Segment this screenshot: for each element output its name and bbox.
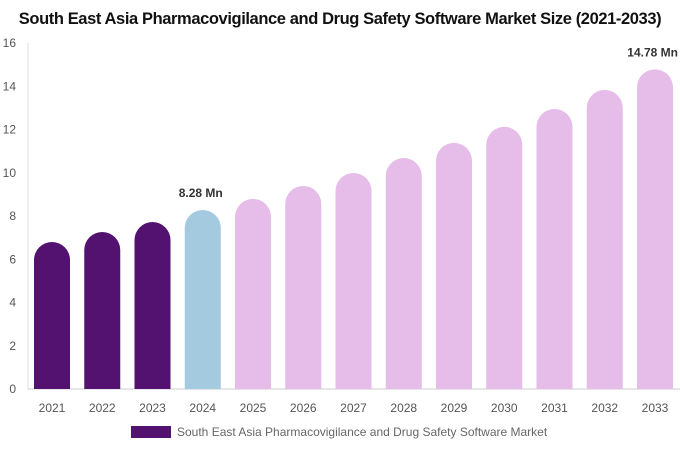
bar-2027 [335,172,372,389]
bar-2023 [134,222,171,389]
x-tick-label: 2032 [591,401,618,415]
y-tick-label: 16 [3,36,17,50]
x-tick-label: 2026 [290,401,317,415]
legend-swatch [131,426,171,438]
chart-title: South East Asia Pharmacovigilance and Dr… [18,10,662,28]
x-tick-label: 2025 [240,401,267,415]
bar-2026 [285,185,322,389]
y-tick-label: 10 [3,166,17,180]
x-tick-label: 2029 [441,401,468,415]
legend: South East Asia Pharmacovigilance and Dr… [131,425,547,439]
legend-label: South East Asia Pharmacovigilance and Dr… [177,425,548,439]
y-tick-label: 12 [3,123,17,137]
y-tick-label: 8 [9,209,16,223]
x-tick-label: 2021 [39,401,66,415]
data-label-2024: 8.28 Mn [179,186,223,200]
bar-2031 [536,108,573,390]
x-tick-label: 2023 [139,401,166,415]
bar-2024 [184,209,221,389]
bar-2025 [235,198,271,389]
bar-2032 [586,89,623,390]
x-tick-label: 2028 [390,401,417,415]
bar-2033 [637,69,673,389]
x-tick-label: 2031 [541,401,568,415]
y-tick-label: 6 [9,252,16,266]
x-tick-label: 2024 [189,401,216,415]
bar-2030 [486,126,523,389]
bar-2028 [385,158,422,389]
x-tick-label: 2027 [340,401,367,415]
bar-2021 [34,241,70,389]
y-tick-label: 2 [9,339,16,353]
x-tick-label: 2030 [491,401,518,415]
y-tick-label: 4 [9,296,16,310]
y-tick-label: 14 [3,79,17,93]
x-tick-label: 2022 [89,401,116,415]
bar-2022 [84,232,121,389]
y-tick-label: 0 [9,382,16,396]
x-tick-label: 2033 [642,401,669,415]
data-label-2033: 14.78 Mn [627,45,678,59]
bar-2029 [436,142,472,389]
